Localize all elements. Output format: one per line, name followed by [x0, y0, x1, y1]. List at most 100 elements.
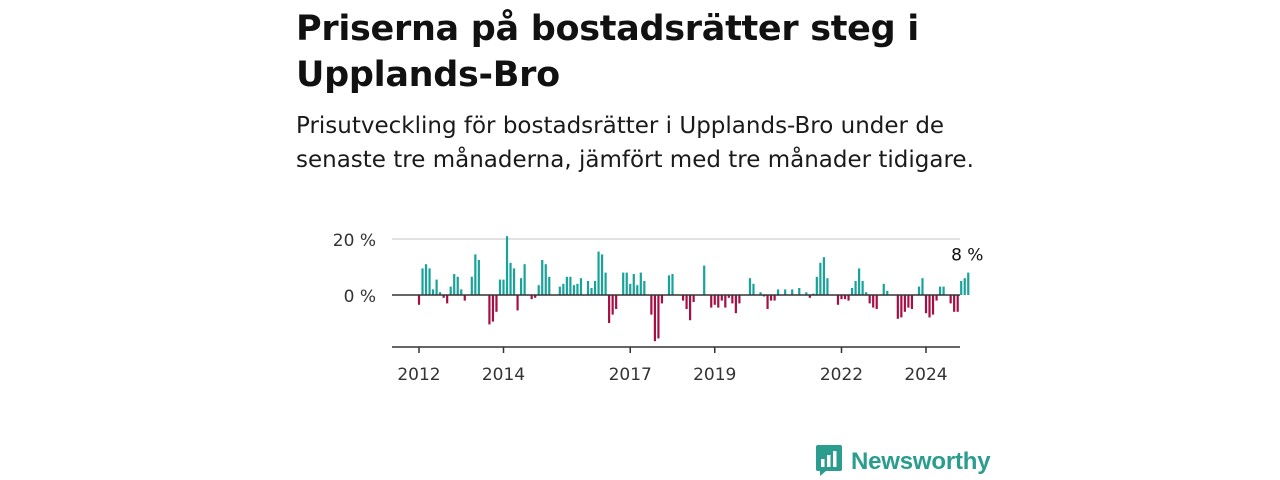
bar: [449, 286, 452, 295]
bar: [523, 264, 526, 295]
bar: [769, 295, 773, 301]
bar: [938, 286, 942, 295]
bar: [917, 286, 921, 295]
bar: [417, 295, 421, 305]
bar: [600, 254, 604, 295]
bar: [671, 274, 674, 295]
bar: [819, 262, 822, 295]
bar: [495, 295, 498, 312]
bar: [784, 289, 787, 295]
bar: [953, 295, 956, 312]
bar: [910, 295, 914, 309]
bar: [903, 295, 906, 312]
bar: [460, 289, 463, 295]
bar: [826, 278, 829, 295]
bar: [593, 281, 597, 295]
x-tick-label: 2014: [482, 365, 525, 385]
bar: [935, 295, 938, 301]
bar: [924, 295, 928, 314]
bar: [498, 279, 502, 295]
y-tick-label: 0 %: [344, 287, 376, 307]
bar: [512, 268, 516, 295]
bar: [942, 286, 945, 295]
bar: [470, 276, 473, 295]
bar: [717, 295, 720, 308]
bar: [858, 268, 861, 295]
bar: [900, 295, 903, 318]
bar: [446, 295, 449, 304]
last-value-label: 8 %: [951, 246, 983, 266]
x-tick-label: 2022: [820, 365, 863, 385]
bar: [720, 295, 723, 301]
bar: [509, 262, 512, 295]
bar: [629, 283, 632, 295]
bar: [660, 295, 664, 304]
chart-subtitle: Prisutveckling för bostadsrätter i Uppla…: [296, 113, 974, 173]
bar: [421, 268, 424, 295]
bar: [537, 285, 540, 295]
bar: [579, 278, 583, 295]
bar: [681, 295, 685, 301]
bar: [491, 295, 495, 322]
bar: [667, 275, 671, 295]
bar: [931, 295, 935, 315]
bar: [650, 295, 653, 315]
bar: [477, 260, 480, 295]
bar: [463, 295, 466, 301]
bar: [759, 292, 762, 295]
bar: [692, 295, 695, 302]
bar: [960, 281, 963, 295]
bar: [921, 278, 924, 295]
chart-title: Priserna på bostadsrätter steg i Uppland…: [296, 9, 919, 95]
labels: 0 % 20 % 2012 2014 2017 2019 2022 2024 8 %: [333, 231, 984, 385]
bar: [738, 295, 741, 304]
bar: [636, 285, 639, 295]
bar: [505, 236, 509, 295]
bar: [442, 295, 445, 298]
y-tick-label: 20 %: [333, 231, 376, 251]
bar: [822, 257, 825, 295]
brand-name: Newsworthy: [851, 448, 991, 475]
bar: [685, 295, 688, 309]
newsworthy-logo-icon: [815, 444, 843, 480]
bar: [516, 295, 519, 311]
bar: [875, 295, 878, 309]
bar: [710, 295, 713, 308]
bar: [843, 295, 847, 300]
x-tick-label: 2024: [904, 365, 947, 385]
bar: [703, 265, 706, 295]
bar: [872, 295, 875, 308]
bar: [562, 283, 565, 295]
bar: [615, 295, 618, 309]
bar: [815, 276, 818, 295]
bar: [731, 295, 734, 304]
bar: [777, 289, 780, 295]
bar: [967, 272, 970, 295]
bar: [657, 295, 660, 339]
bar: [836, 295, 840, 305]
bar: [520, 278, 523, 295]
bar: [576, 283, 579, 295]
bars: [417, 236, 970, 342]
bar: [569, 276, 572, 295]
bar: [435, 279, 438, 295]
bar: [850, 288, 854, 295]
bar: [565, 276, 568, 295]
bar: [773, 295, 776, 301]
bar: [854, 281, 857, 295]
bar: [502, 279, 505, 295]
bar: [886, 290, 889, 295]
bar: [541, 260, 544, 295]
bar: [752, 283, 755, 295]
bar: [713, 295, 716, 305]
bar: [949, 295, 952, 304]
bar: [808, 295, 811, 298]
bar: [597, 251, 600, 295]
bar: [572, 285, 576, 295]
bar: [643, 281, 646, 295]
bar: [928, 295, 931, 318]
bar: [558, 286, 561, 295]
bar: [896, 295, 899, 319]
bar: [861, 281, 864, 295]
